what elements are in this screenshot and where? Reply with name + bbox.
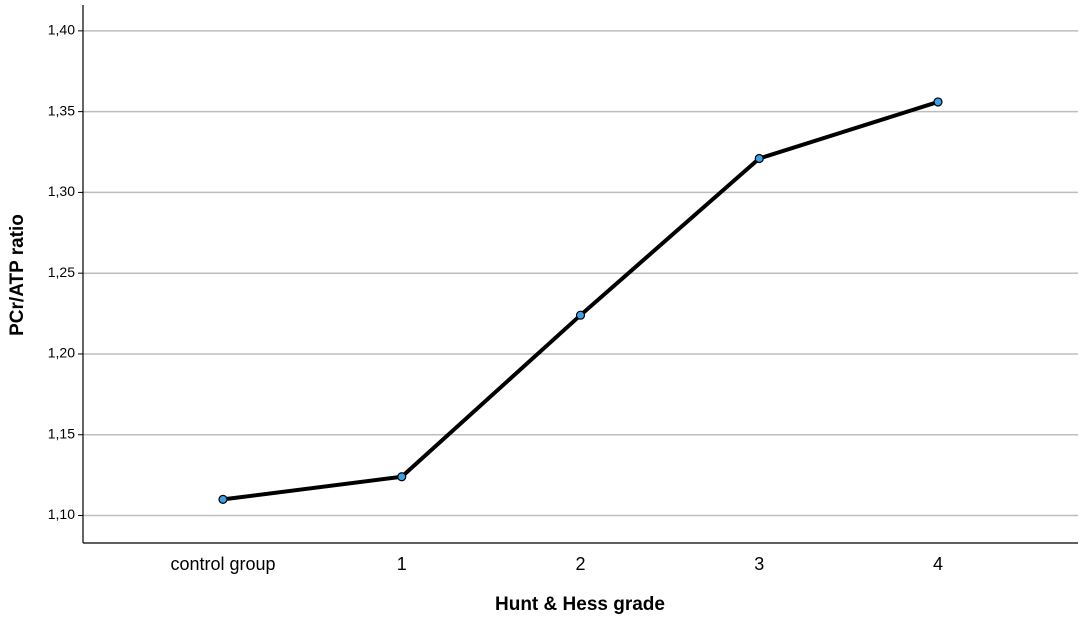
data-point — [397, 472, 407, 482]
x-tick-label: 2 — [575, 554, 585, 574]
data-point — [575, 310, 586, 320]
x-axis-title: Hunt & Hess grade — [495, 594, 665, 615]
y-tick-label: 1,20 — [48, 345, 75, 361]
y-axis-title: PCr/ATP ratio — [7, 214, 28, 336]
y-tick-label: 1,40 — [48, 22, 75, 38]
x-tick-label: 4 — [933, 554, 943, 574]
data-point — [218, 494, 228, 504]
y-tick-label: 1,15 — [48, 425, 75, 441]
x-tick-label: 3 — [754, 554, 764, 574]
data-line — [222, 100, 939, 502]
x-tick-label: control group — [170, 554, 275, 574]
y-tick-label: 1,25 — [48, 264, 75, 280]
y-tick-label: 1,10 — [48, 506, 75, 522]
x-tick-label: 1 — [397, 554, 407, 574]
data-point — [754, 153, 764, 164]
y-tick-label: 1,35 — [48, 102, 75, 118]
y-tick-label: 1,30 — [48, 183, 75, 199]
data-point — [933, 97, 943, 107]
